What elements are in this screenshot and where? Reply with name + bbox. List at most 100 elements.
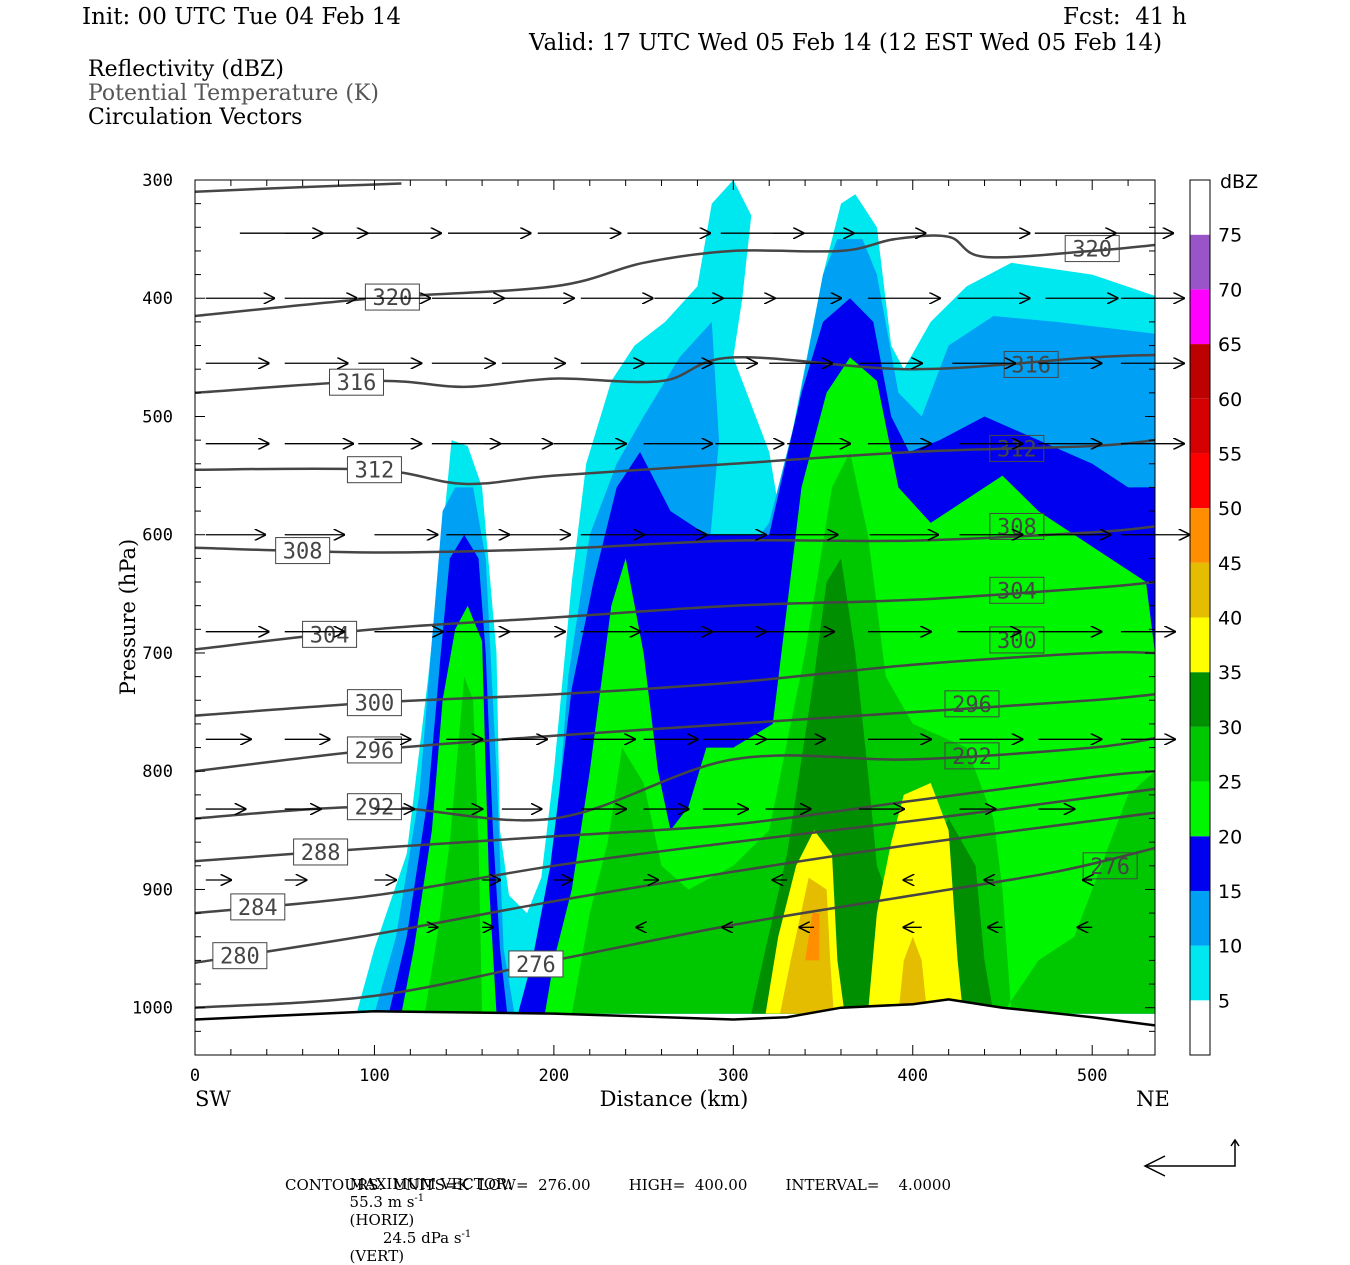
theta-label-box: [346, 456, 402, 484]
theta-label-284: 284: [238, 896, 278, 921]
y-tick-label: 400: [142, 289, 173, 309]
theta-label-308: 308: [283, 540, 323, 565]
theta-label-308: 308: [997, 515, 1037, 540]
x-tick-label: 300: [718, 1066, 749, 1086]
colorbar-segment: [1190, 562, 1210, 618]
valid-time: Valid: 17 UTC Wed 05 Feb 14 (12 EST Wed …: [529, 30, 1163, 56]
plot-frame: [194, 179, 1156, 1056]
theta-label-box: [293, 838, 349, 866]
theta-label-276: 276: [516, 953, 556, 978]
colorbar-tick-label: 40: [1218, 608, 1242, 630]
theta-label-288: 288: [301, 841, 341, 866]
theta-label-box: [944, 742, 1000, 770]
theta-label-box: [212, 942, 268, 970]
contours-footer: CONTOURS: UNITS=K LOW= 276.00 HIGH= 400.…: [285, 1176, 951, 1194]
colorbar-tick-label: 25: [1218, 772, 1242, 794]
x-tick-label: 500: [1077, 1066, 1108, 1086]
max-vertical-exponent: -1: [461, 1229, 472, 1240]
reflectivity-region-40dbz: [780, 877, 834, 1014]
colorbar-tick-label: 30: [1218, 717, 1242, 739]
colorbar-tick-label: 50: [1218, 498, 1242, 520]
colorbar-segment: [1190, 508, 1210, 563]
reference-vector-head-left: [1143, 1155, 1166, 1177]
colorbar-segment: [1190, 672, 1210, 727]
theta-label-box: [1003, 350, 1059, 378]
theta-label-292: 292: [355, 796, 395, 821]
theta-label-300: 300: [355, 692, 395, 717]
colorbar-segment: [1190, 344, 1210, 399]
forecast-hour: Fcst: 41 h: [1063, 4, 1187, 30]
terrain-line: [194, 998, 1156, 1027]
colorbar-segment: [1190, 453, 1210, 509]
x-right-label: NE: [1136, 1087, 1170, 1111]
theta-label-box: [230, 893, 286, 921]
theta-label-316: 316: [1011, 353, 1051, 378]
field-circulation-vectors: Circulation Vectors: [88, 105, 303, 130]
theta-label-box: [989, 434, 1045, 462]
y-tick-label: 500: [142, 407, 173, 427]
x-tick-label: 100: [359, 1066, 390, 1086]
y-tick-label: 1000: [132, 999, 173, 1019]
max-horizontal-exponent: -1: [414, 1193, 425, 1204]
theta-label-box: [944, 690, 1000, 718]
colorbar-tick-label: 55: [1218, 443, 1242, 465]
theta-label-box: [346, 736, 402, 764]
reference-vector-head-up: [1230, 1138, 1240, 1147]
x-left-label: SW: [195, 1087, 231, 1111]
y-tick-label: 600: [142, 526, 173, 546]
theta-label-box: [1082, 852, 1138, 880]
theta-label-300: 300: [997, 629, 1037, 654]
theta-contour-284: [195, 787, 1155, 915]
field-reflectivity: Reflectivity (dBZ): [88, 57, 284, 82]
reference-vector: [1145, 1140, 1236, 1167]
colorbar-tick-label: 75: [1218, 225, 1242, 247]
theta-label-296: 296: [355, 739, 395, 764]
reflectivity-region-45dbz: [805, 913, 820, 961]
colorbar-segment: [1190, 617, 1210, 673]
colorbar-segment: [1190, 289, 1210, 345]
y-tick-label: 900: [142, 880, 173, 900]
colorbar-tick-label: 65: [1218, 334, 1242, 356]
colorbar-segment: [1190, 945, 1210, 1001]
colorbar-segment: [1190, 1000, 1210, 1055]
colorbar-segment: [1190, 890, 1210, 946]
colorbar-segment: [1190, 836, 1210, 891]
init-time: Init: 00 UTC Tue 04 Feb 14: [82, 4, 402, 30]
theta-label-box: [275, 537, 331, 565]
y-tick-label: 800: [142, 762, 173, 782]
y-axis-label: Pressure (hPa): [116, 539, 140, 695]
theta-label-box: [364, 283, 420, 311]
theta-label-292: 292: [952, 745, 992, 770]
colorbar-tick-label: 20: [1218, 826, 1242, 848]
theta-label-320: 320: [1072, 238, 1112, 263]
x-axis-label: Distance (km): [600, 1087, 749, 1111]
theta-label-280: 280: [220, 945, 260, 970]
colorbar-segment: [1190, 781, 1210, 837]
colorbar-segment: [1190, 726, 1210, 782]
colorbar-tick-label: 35: [1218, 662, 1242, 684]
max-vertical-value: 24.5 dPa s: [382, 1229, 462, 1247]
theta-label-box: [989, 576, 1045, 604]
theta-label-276: 276: [1090, 855, 1130, 880]
theta-label-312: 312: [355, 459, 395, 484]
colorbar-frame: [1189, 179, 1211, 1056]
theta-label-316: 316: [337, 371, 377, 396]
theta-label-box: [302, 620, 358, 648]
x-tick-label: 400: [897, 1066, 928, 1086]
colorbar-tick-label: 60: [1218, 389, 1242, 411]
theta-label-box: [508, 950, 564, 978]
theta-label-296: 296: [952, 693, 992, 718]
max-vector-label: MAXIMUM VECTOR:: [349, 1175, 513, 1193]
theta-label-box: [1064, 235, 1120, 263]
theta-label-304: 304: [310, 623, 350, 648]
colorbar-unit-label: dBZ: [1220, 171, 1258, 193]
theta-label-box: [328, 368, 384, 396]
reflectivity-region-40dbz: [898, 936, 928, 1014]
colorbar-tick-label: 70: [1218, 279, 1242, 301]
max-vector-footer: MAXIMUM VECTOR: 55.3 m s-1 (HORIZ) 24.5 …: [340, 1157, 513, 1265]
theta-contour-304: [195, 580, 1155, 651]
theta-contour-288: [195, 769, 1155, 863]
cross-section-chart: 276 280 284 288 292 296 300 304 308 312 316 320 316 3…: [116, 171, 1258, 1177]
colorbar-tick-label: 15: [1218, 881, 1242, 903]
colorbar-tick-label: 45: [1218, 553, 1242, 575]
